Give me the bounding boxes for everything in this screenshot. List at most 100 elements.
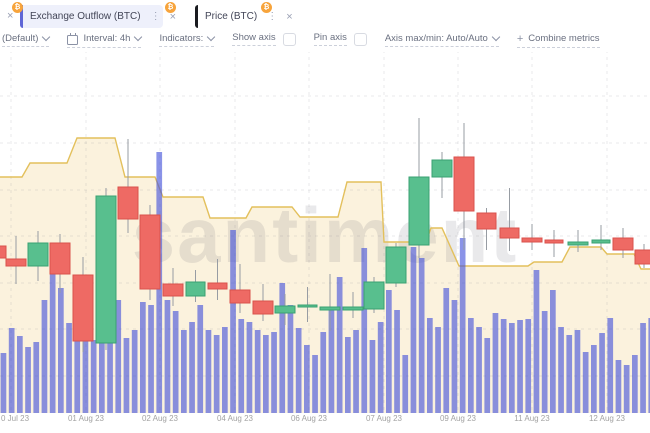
outflow-bar[interactable] <box>148 305 154 413</box>
interval-dropdown[interactable]: Interval: 4h <box>67 32 143 48</box>
outflow-bar[interactable] <box>623 365 630 413</box>
outflow-bar[interactable] <box>287 305 294 413</box>
outflow-bar[interactable] <box>435 327 441 413</box>
candle-up[interactable] <box>385 246 407 284</box>
outflow-bar[interactable] <box>451 300 458 413</box>
outflow-bar[interactable] <box>295 328 302 413</box>
outflow-bar[interactable] <box>591 345 597 413</box>
outflow-bar[interactable] <box>377 322 384 413</box>
outflow-bar[interactable] <box>336 277 343 413</box>
outflow-bar[interactable] <box>90 340 97 413</box>
outflow-bar[interactable] <box>328 310 335 413</box>
outflow-bar[interactable] <box>550 290 556 413</box>
outflow-bar[interactable] <box>140 302 146 413</box>
outflow-bar[interactable] <box>566 335 573 413</box>
pin-axis-checkbox[interactable] <box>353 32 367 46</box>
outflow-bar[interactable] <box>459 238 466 413</box>
outflow-bar[interactable] <box>607 318 614 413</box>
outflow-bar[interactable] <box>304 345 310 413</box>
outflow-bar[interactable] <box>320 332 327 413</box>
candle-up[interactable] <box>319 306 341 311</box>
outflow-bar[interactable] <box>230 230 236 413</box>
outflow-bar[interactable] <box>492 313 499 413</box>
outflow-bar[interactable] <box>394 310 400 413</box>
candle-up[interactable] <box>297 304 318 308</box>
outflow-bar[interactable] <box>640 323 646 413</box>
candle-down[interactable] <box>634 249 650 265</box>
outflow-bar[interactable] <box>632 355 638 413</box>
outflow-bar[interactable] <box>8 328 15 413</box>
outflow-bar[interactable] <box>131 330 138 413</box>
outflow-bar[interactable] <box>107 310 113 413</box>
outflow-bar[interactable] <box>238 319 245 413</box>
outflow-bar[interactable] <box>418 258 425 413</box>
outflow-bar[interactable] <box>17 336 23 413</box>
candle-down[interactable] <box>162 283 184 297</box>
outflow-bar[interactable] <box>66 323 72 413</box>
candle-down[interactable] <box>521 237 543 243</box>
tab-exchange-outflow[interactable]: Exchange Outflow (BTC) ⋮ × <box>20 5 176 28</box>
show-axis-checkbox[interactable] <box>282 32 296 46</box>
candle-down[interactable] <box>139 214 161 290</box>
outflow-bar[interactable] <box>74 329 81 413</box>
outflow-bar[interactable] <box>615 360 622 413</box>
outflow-bar[interactable] <box>648 318 650 413</box>
outflow-bar[interactable] <box>271 332 277 413</box>
outflow-bar[interactable] <box>582 352 589 413</box>
candle-down[interactable] <box>612 237 634 251</box>
candle-up[interactable] <box>408 176 430 246</box>
outflow-bar[interactable] <box>517 320 523 413</box>
outflow-bar[interactable] <box>410 247 417 413</box>
kebab-menu-icon[interactable]: ⋮ <box>267 11 278 22</box>
candle-down[interactable] <box>252 300 274 315</box>
candle-down[interactable] <box>5 258 27 267</box>
outflow-bar[interactable] <box>222 327 228 413</box>
outflow-bar[interactable] <box>25 347 31 413</box>
outflow-bar[interactable] <box>33 342 40 413</box>
candle-up[interactable] <box>27 242 49 267</box>
candle-up[interactable] <box>431 159 453 178</box>
outflow-bar[interactable] <box>386 290 392 413</box>
candle-down[interactable] <box>476 212 497 230</box>
outflow-bar[interactable] <box>254 330 261 413</box>
outflow-bar[interactable] <box>58 288 64 413</box>
close-icon[interactable]: × <box>286 10 293 23</box>
outflow-bar[interactable] <box>82 327 89 413</box>
outflow-bar[interactable] <box>369 340 376 413</box>
candle-up[interactable] <box>363 281 385 310</box>
combine-metrics-button[interactable]: + Combine metrics <box>516 33 600 48</box>
candle-down[interactable] <box>72 274 94 342</box>
outflow-bar[interactable] <box>476 327 482 413</box>
candle-up[interactable] <box>342 306 364 311</box>
outflow-bar[interactable] <box>599 333 605 413</box>
outflow-bar[interactable] <box>525 319 532 413</box>
outflow-bar[interactable] <box>49 262 56 413</box>
outflow-bar[interactable] <box>123 338 130 413</box>
close-icon[interactable]: × <box>169 10 177 23</box>
outflow-bar[interactable] <box>0 353 7 413</box>
candle-up[interactable] <box>95 195 117 344</box>
candle-down[interactable] <box>499 227 520 239</box>
candle-up[interactable] <box>274 305 296 314</box>
outflow-bar[interactable] <box>353 330 359 413</box>
candle-down[interactable] <box>0 245 7 259</box>
candle-down[interactable] <box>544 239 564 244</box>
outflow-bar[interactable] <box>509 323 515 413</box>
indicators-dropdown[interactable]: Indicators: <box>159 32 216 47</box>
outflow-bar[interactable] <box>402 355 409 413</box>
outflow-bar[interactable] <box>164 300 171 413</box>
outflow-bar[interactable] <box>345 337 351 413</box>
outflow-bar[interactable] <box>197 305 204 413</box>
close-icon[interactable]: × <box>7 10 14 22</box>
candle-up[interactable] <box>591 239 611 244</box>
outflow-bar[interactable] <box>172 311 179 413</box>
outflow-bar[interactable] <box>468 318 474 413</box>
candle-down[interactable] <box>453 156 475 212</box>
outflow-bar[interactable] <box>213 335 220 413</box>
candle-down[interactable] <box>207 282 228 290</box>
candle-up[interactable] <box>185 281 206 297</box>
tab-price[interactable]: Price (BTC) ⋮ × <box>195 5 293 28</box>
outflow-bar[interactable] <box>427 318 433 413</box>
candle-up[interactable] <box>567 241 589 246</box>
